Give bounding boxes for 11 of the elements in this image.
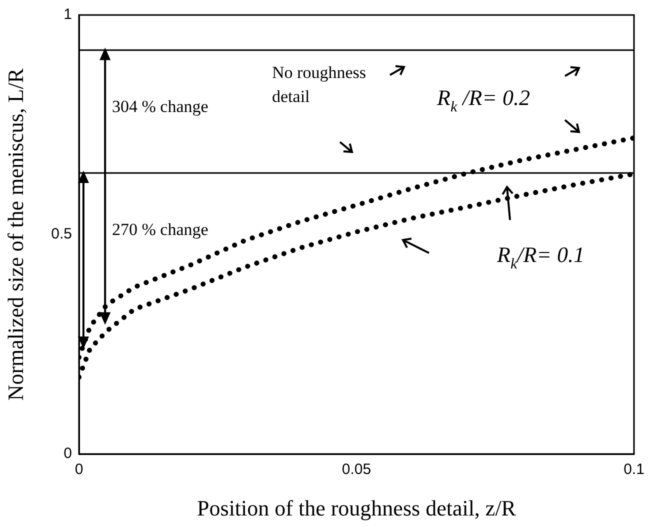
y-tick-label: 0 <box>64 445 72 462</box>
annotation: No roughness detail <box>272 63 366 106</box>
x-tick-label: 0.05 <box>342 461 372 478</box>
y-tick-label: 1 <box>64 6 72 24</box>
x-tick-label: 0.1 <box>624 461 644 478</box>
x-axis-title: Position of the roughness detail, z/R <box>197 496 516 521</box>
y-axis-title: Normalized size of the meniscus, L/R <box>2 68 28 401</box>
y-tick-label: 0.5 <box>51 226 72 243</box>
x-tick-label: 0 <box>74 461 84 478</box>
annotation: 304 % change <box>112 97 208 116</box>
annotation: 270 % change <box>112 220 208 239</box>
